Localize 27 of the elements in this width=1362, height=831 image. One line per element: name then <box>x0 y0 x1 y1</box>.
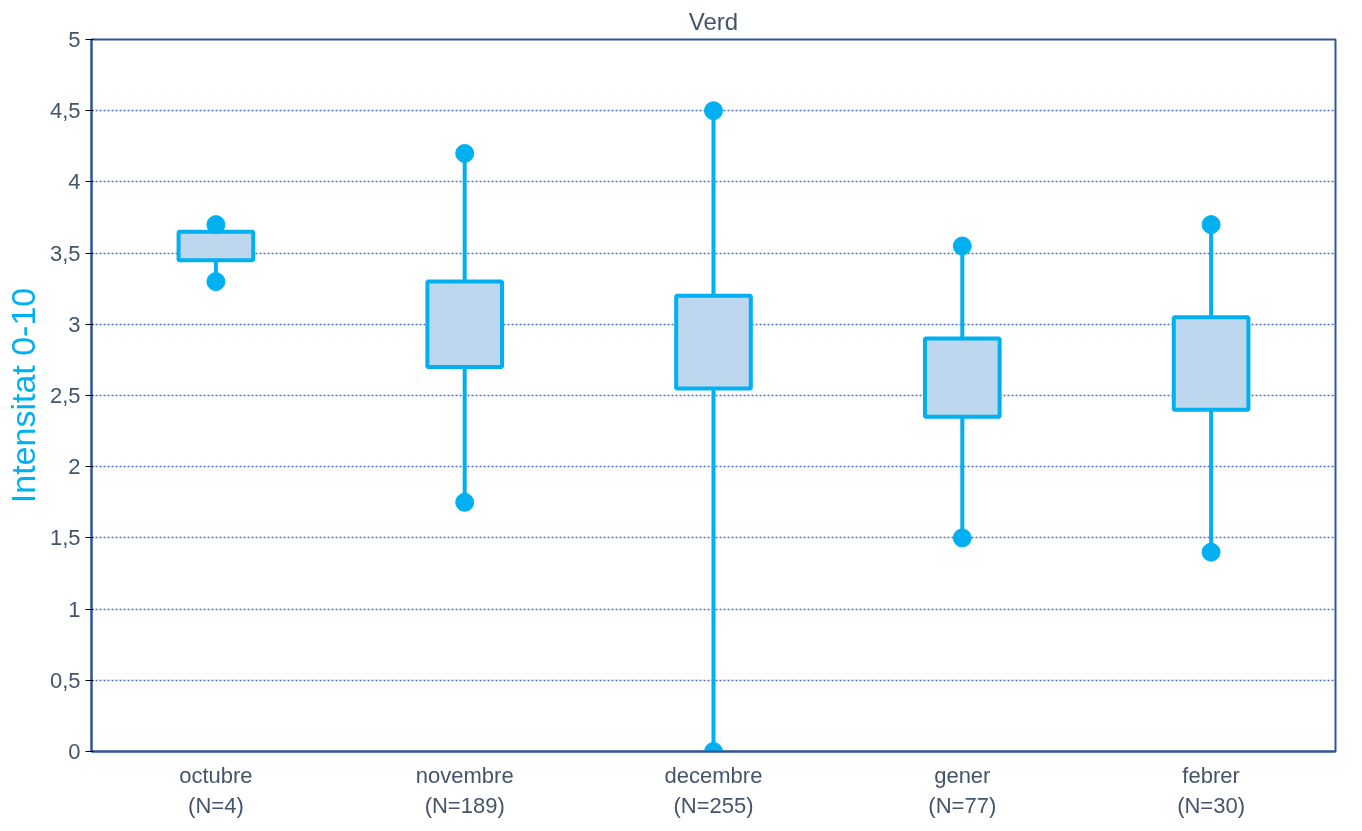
x-tick-label: febrer (N=30) <box>1177 762 1246 818</box>
chart-title: Verd <box>688 7 739 35</box>
point <box>206 215 226 235</box>
point <box>206 272 226 292</box>
point <box>704 101 723 121</box>
y-tick-label: 2 <box>68 454 81 480</box>
x-tick-label: decembre (N=255) <box>664 762 763 818</box>
point <box>1201 215 1221 235</box>
y-tick-label: 0,5 <box>49 667 81 693</box>
x-tick-label: gener (N=77) <box>928 762 997 818</box>
x-tick-label: novembre (N=189) <box>415 762 514 818</box>
y-tick-label: 4 <box>68 169 81 195</box>
y-tick-label: 2,5 <box>49 383 81 408</box>
y-tick-label: 3 <box>68 311 81 337</box>
y-tick-label: 4,5 <box>49 98 81 124</box>
point <box>952 236 972 256</box>
point <box>455 143 475 163</box>
point <box>1201 542 1221 562</box>
point <box>952 528 972 548</box>
x-tick-label: octubre (N=4) <box>179 762 253 818</box>
y-tick-label: 1 <box>68 596 81 622</box>
y-tick-label: 5 <box>68 27 81 52</box>
y-tick-label: 3,5 <box>49 240 81 266</box>
point <box>455 492 475 512</box>
y-axis-title: Intensitat 0-10 <box>3 287 42 504</box>
y-tick-label: 0 <box>68 739 81 764</box>
y-tick-label: 1,5 <box>49 525 81 551</box>
